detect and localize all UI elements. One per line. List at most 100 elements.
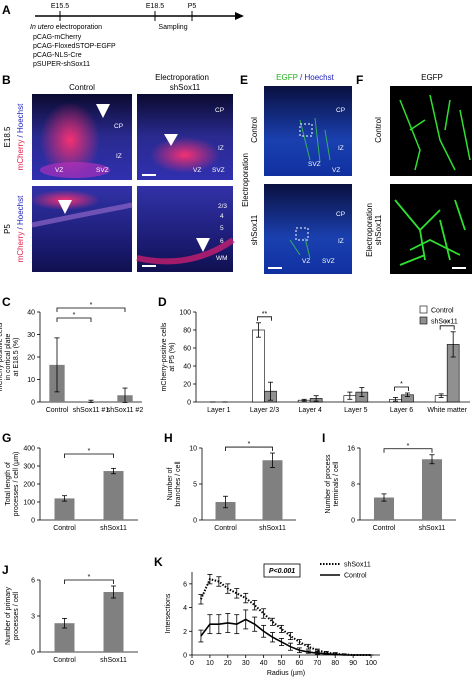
stain: mCherry: [16, 232, 25, 263]
layer-label: 2/3: [218, 203, 227, 210]
panel-label: B: [2, 73, 11, 87]
method-italic: In utero: [30, 24, 54, 31]
x-tick-label: 70: [313, 660, 321, 667]
y-tick-label: 8: [351, 482, 355, 489]
y-axis-label: Number of primary: [5, 587, 12, 645]
region-label: VZ: [193, 167, 201, 174]
panel-label: D: [158, 295, 167, 309]
x-tick-label: Layer 6: [390, 407, 413, 414]
plasmid: pCAG-FloxedSTOP-EGFP: [33, 43, 116, 50]
bar: [103, 592, 124, 652]
significance-bracket: [383, 448, 433, 453]
significance-bracket: [394, 386, 409, 391]
annotation-box: [263, 563, 301, 578]
significance-label: *: [73, 312, 76, 319]
significance-bracket: [439, 325, 455, 330]
row-label: shSox11: [374, 214, 383, 245]
y-tick-label: 3: [31, 614, 35, 621]
x-tick-label: 10: [206, 660, 214, 667]
y-tick-label: 30: [27, 332, 35, 339]
region-label: VZ: [302, 258, 310, 265]
side-label: Electroporation: [365, 203, 374, 257]
y-tick-label: 100: [179, 310, 191, 317]
plasmid: pCAG-NLS-Cre: [33, 52, 82, 59]
significance-label: *: [248, 441, 251, 448]
x-tick-label: 40: [260, 660, 268, 667]
legend-label: Control: [344, 573, 367, 580]
significance-label: **: [444, 320, 450, 327]
micrograph: [390, 184, 472, 274]
y-axis-label: at P5 (%): [169, 342, 176, 371]
panel-label: G: [2, 431, 11, 445]
y-axis-label: Number of: [167, 468, 174, 501]
x-tick-label: 50: [278, 660, 286, 667]
stain: / Hoechst: [300, 73, 335, 82]
legend-swatch: [419, 305, 428, 314]
x-tick-label: Control: [53, 657, 76, 664]
region-label: CP: [114, 123, 123, 130]
significance-label: *: [400, 381, 403, 388]
stain-label: EGFP: [421, 73, 443, 82]
y-tick-label: 0: [31, 518, 35, 525]
region-label: SVZ: [308, 161, 321, 168]
side-label: Electroporation: [241, 153, 250, 207]
x-tick-label: Control: [373, 525, 396, 532]
region-label: SVZ: [322, 258, 335, 265]
y-axis-label: branches / cell: [175, 461, 182, 507]
y-tick-label: 5: [193, 482, 197, 489]
y-tick-label: 10: [189, 446, 197, 453]
significance-label: *: [88, 448, 91, 455]
stain: EGFP: [276, 73, 298, 82]
stain: / Hoechst: [16, 195, 25, 230]
bar: [215, 502, 236, 520]
y-tick-label: 60: [183, 346, 191, 353]
plasmid: pCAG-mCherry: [33, 34, 82, 41]
panel-label: A: [2, 3, 11, 17]
y-tick-label: 0: [193, 518, 197, 525]
y-tick-label: 10: [27, 377, 35, 384]
row-label: Control: [250, 117, 259, 143]
bar: [374, 497, 394, 520]
bar: [252, 329, 265, 403]
panel-label: E: [240, 73, 248, 87]
significance-bracket: [64, 453, 114, 458]
x-tick-label: Control: [53, 525, 76, 532]
row-label: E18.5: [3, 126, 12, 147]
plasmid: pSUPER-shSox11: [33, 61, 90, 68]
timeline-arrow: [235, 12, 244, 20]
annotation: P<0.001: [269, 568, 295, 575]
region-label: IZ: [338, 238, 344, 245]
y-tick-label: 0: [351, 518, 355, 525]
region-label: IZ: [116, 153, 122, 160]
x-tick-label: 100: [365, 660, 377, 667]
x-tick-label: 0: [190, 660, 194, 667]
micrograph: [136, 186, 235, 272]
stain: / Hoechst: [16, 103, 25, 138]
x-tick-label: Layer 4: [298, 407, 321, 414]
micrograph: [30, 186, 133, 272]
significance-label: *: [90, 302, 93, 309]
region-label: CP: [336, 107, 345, 114]
micrograph: [32, 94, 132, 180]
x-tick-label: 20: [224, 660, 232, 667]
bar: [422, 459, 442, 520]
x-tick-label: Control: [46, 407, 69, 414]
y-tick-label: 100: [23, 500, 35, 507]
bar: [54, 498, 75, 520]
stain: mCherry: [16, 140, 25, 171]
x-axis-label: Radius (µm): [267, 670, 305, 677]
x-tick-label: shSox11: [100, 525, 127, 532]
timepoint: E15.5: [51, 3, 69, 10]
timepoint: P5: [188, 3, 197, 10]
header: Electroporation: [155, 73, 209, 82]
y-tick-label: 80: [183, 328, 191, 335]
x-tick-label: Layer 2/3: [250, 407, 279, 414]
significance-bracket: [225, 446, 273, 452]
x-tick-label: 80: [331, 660, 339, 667]
significance-bracket: [56, 307, 126, 312]
y-tick-label: 2: [183, 629, 187, 636]
region-label: SVZ: [96, 167, 109, 174]
stain-label: mCherry / Hoechst: [16, 195, 25, 262]
method-text: electroporation: [56, 24, 102, 31]
